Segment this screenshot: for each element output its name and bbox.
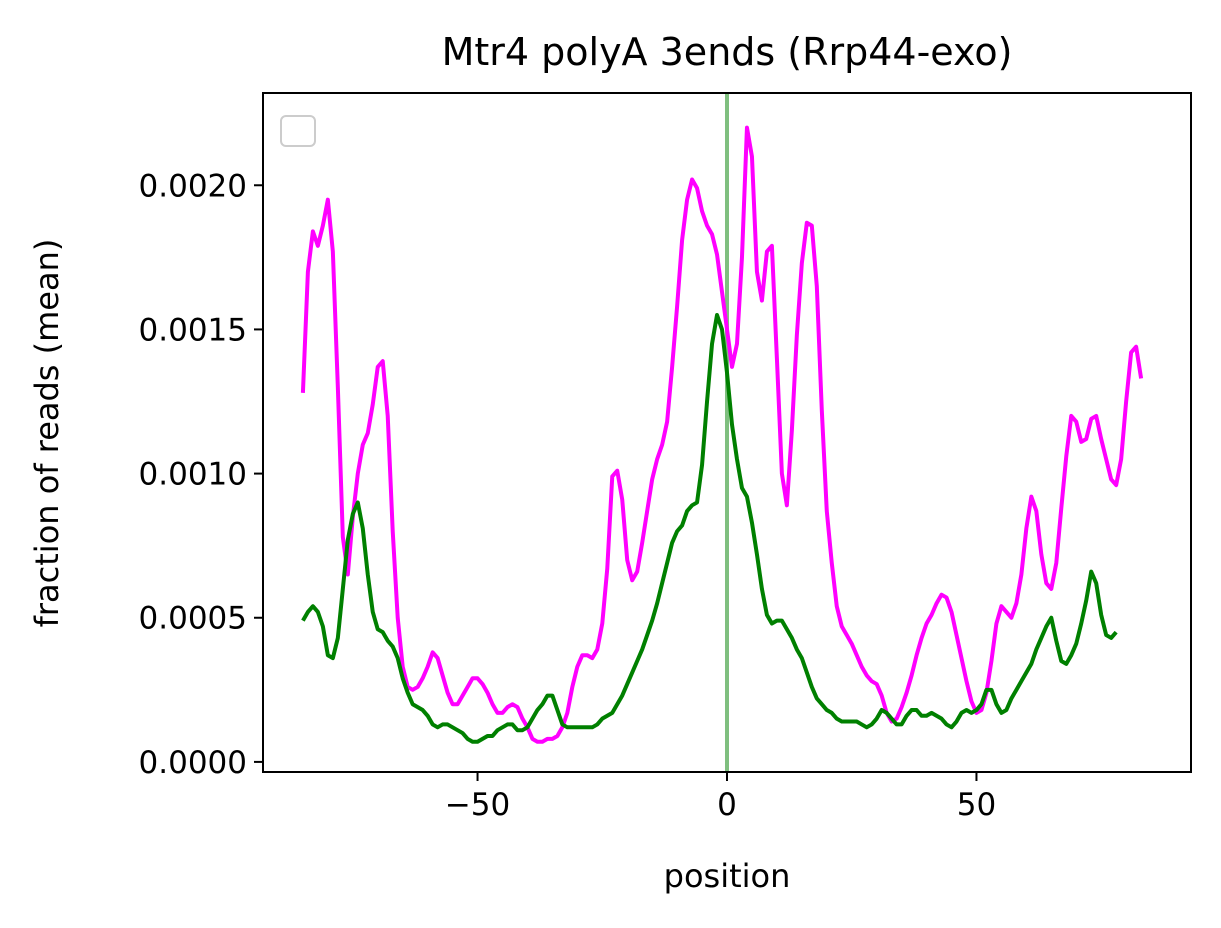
- y-tick-label: 0.0015: [139, 312, 247, 348]
- y-tick-label: 0.0020: [139, 168, 247, 204]
- plot-area: [300, 93, 1144, 772]
- series-line-2: [301, 313, 1118, 744]
- legend-box: [280, 115, 316, 147]
- x-tick-label: 50: [957, 787, 996, 823]
- chart-title: Mtr4 polyA 3ends (Rrp44-exo): [442, 30, 1013, 74]
- x-axis: −50 0 50: [445, 772, 996, 823]
- plot-frame: [262, 92, 1192, 773]
- y-axis-label: fraction of reads (mean): [28, 239, 66, 628]
- x-axis-label: position: [664, 857, 791, 895]
- y-axis: 0.0000 0.0005 0.0010 0.0015 0.0020: [139, 168, 263, 781]
- y-tick-label: 0.0000: [139, 745, 247, 781]
- x-tick-label: −50: [445, 787, 510, 823]
- y-tick-label: 0.0005: [139, 601, 247, 637]
- x-tick-label: 0: [717, 787, 737, 823]
- y-tick-label: 0.0010: [139, 457, 247, 493]
- series-line-1: [300, 125, 1144, 744]
